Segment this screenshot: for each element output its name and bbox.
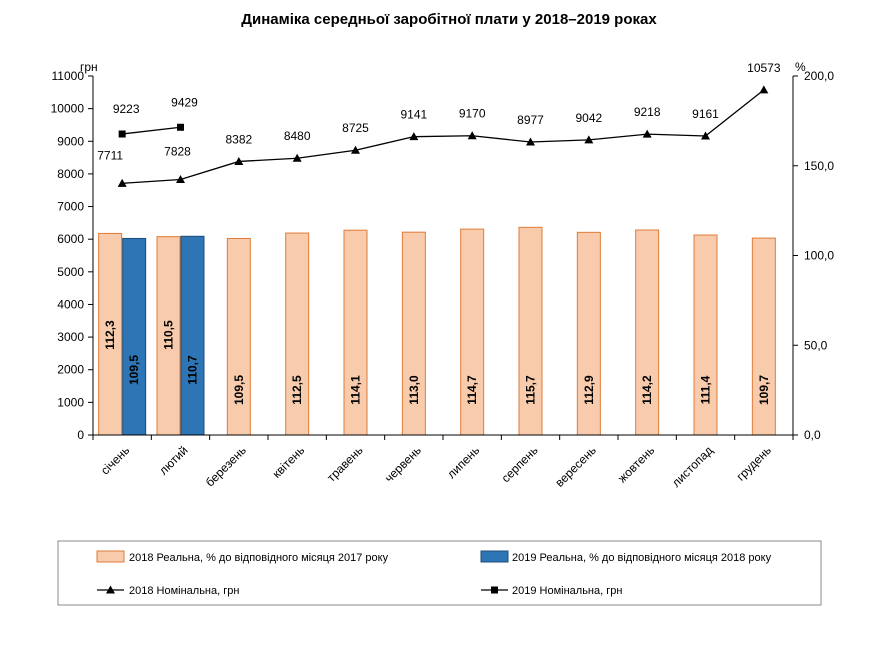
point-2018-nominal-11: [701, 131, 710, 140]
point-label-2018: 9170: [459, 107, 486, 121]
left-tick-label: 5000: [57, 265, 84, 279]
x-tick-label: грудень: [734, 443, 774, 483]
left-tick-label: 2000: [57, 363, 84, 377]
legend-label-2018-real: 2018 Реальна, % до відповідного місяця 2…: [129, 552, 389, 564]
point-label-2018: 7711: [97, 148, 123, 162]
legend-marker-2018-nominal: [106, 585, 115, 594]
legend-box: [57, 540, 822, 606]
point-2018-nominal-6: [409, 132, 419, 141]
x-tick-label: липень: [444, 443, 482, 481]
bar-label-2018: 114,1: [349, 375, 363, 405]
bar-label-2019: 110,7: [186, 355, 200, 385]
point-label-2018: 9141: [400, 108, 427, 122]
point-2019-nominal-1: [118, 130, 126, 138]
point-label-2019: 9429: [171, 95, 198, 109]
bar-label-2018: 109,5: [232, 375, 246, 405]
right-tick-label: 150,0: [804, 159, 834, 173]
bar-label-2018: 112,5: [290, 375, 304, 405]
lines-layer: [117, 85, 769, 187]
point-label-2018: 9218: [634, 105, 661, 119]
point-label-2018: 8382: [225, 132, 252, 146]
legend: 2018 Реальна, % до відповідного місяця 2…: [57, 540, 822, 606]
bar-label-2018: 113,0: [407, 375, 421, 405]
bar-label-2018: 114,7: [465, 375, 479, 405]
x-tick-label: червень: [382, 443, 424, 485]
point-2018-nominal-1: [117, 178, 127, 187]
point-2018-nominal-12: [759, 85, 769, 94]
point-2018-nominal-10: [642, 129, 652, 138]
point-2018-nominal-7: [467, 131, 477, 140]
point-label-2018: 10573: [747, 61, 781, 75]
point-label-2018: 7828: [164, 145, 191, 159]
left-tick-label: 0: [77, 428, 84, 442]
bar-label-2018: 111,4: [699, 375, 713, 404]
left-axis-unit: грн: [80, 60, 98, 74]
bar-2019-1: [122, 237, 147, 436]
left-tick-label: 7000: [57, 200, 84, 214]
point-label-2018: 8977: [517, 113, 544, 127]
labels-layer: 112,3 109,5 110,5 110,7 109,5 112,5 114,1 113,0…: [97, 61, 781, 405]
x-tick-label: березень: [203, 443, 249, 489]
left-tick-label: 3000: [57, 330, 84, 344]
x-tick-label: лютий: [156, 443, 190, 477]
point-2018-nominal-2: [176, 175, 185, 184]
bar-label-2018: 114,2: [640, 375, 654, 405]
point-2018-nominal-4: [292, 153, 302, 162]
line-2018-nominal: [122, 89, 765, 184]
x-tick-label: листопад: [669, 443, 716, 490]
bar-label-2018: 112,3: [103, 320, 117, 350]
legend-swatch-2018-real: [96, 550, 125, 563]
point-label-2018: 9042: [575, 111, 602, 125]
x-tick-label: січень: [98, 443, 132, 477]
x-tick-label: серпень: [499, 443, 541, 485]
legend-marker-2019-nominal: [491, 586, 498, 594]
bar-label-2018: 115,7: [524, 375, 538, 405]
x-tick-label: жовтень: [615, 443, 657, 485]
legend-label-2018-nominal: 2018 Номінальна, грн: [129, 585, 239, 597]
right-tick-label: 0,0: [804, 428, 821, 442]
point-label-2018: 9161: [692, 107, 719, 121]
left-tick-label: 6000: [57, 232, 84, 246]
line-2019-nominal: [122, 126, 181, 135]
legend-label-2019-nominal: 2019 Номінальна, грн: [512, 585, 622, 597]
right-tick-label: 50,0: [804, 338, 828, 352]
point-2018-nominal-5: [351, 145, 360, 154]
x-tick-label: квітень: [270, 443, 308, 481]
right-tick-label: 200,0: [804, 69, 834, 83]
chart-title: Динаміка середньої заробітної плати у 20…: [241, 11, 657, 28]
bar-2019-2: [180, 235, 205, 436]
right-axis-unit: %: [795, 60, 806, 74]
left-tick-label: 4000: [57, 297, 84, 311]
left-tick-label: 1000: [57, 395, 84, 409]
right-tick-label: 100,0: [804, 249, 834, 263]
point-2018-nominal-9: [584, 135, 594, 144]
legend-swatch-2019-real: [480, 550, 509, 563]
bar-label-2019: 109,5: [127, 355, 141, 385]
left-tick-label: 11000: [52, 69, 85, 83]
point-2019-nominal-2: [177, 123, 184, 131]
bars-layer: [98, 226, 776, 436]
bar-label-2018: 110,5: [162, 320, 176, 350]
left-tick-label: 9000: [57, 134, 84, 148]
point-2018-nominal-8: [526, 137, 535, 146]
point-label-2018: 8480: [284, 129, 311, 143]
point-label-2018: 8725: [342, 121, 369, 135]
x-tick-label: вересень: [552, 443, 599, 490]
x-tick-label: травень: [324, 443, 365, 484]
point-2018-nominal-3: [234, 156, 244, 165]
legend-label-2019-real: 2019 Реальна, % до відповідного місяця 2…: [512, 552, 772, 564]
left-tick-label: 8000: [57, 167, 84, 181]
left-tick-label: 10000: [51, 102, 85, 116]
bar-label-2018: 109,7: [757, 375, 771, 405]
bar-label-2018: 112,9: [582, 375, 596, 405]
point-label-2019: 9223: [113, 102, 140, 116]
